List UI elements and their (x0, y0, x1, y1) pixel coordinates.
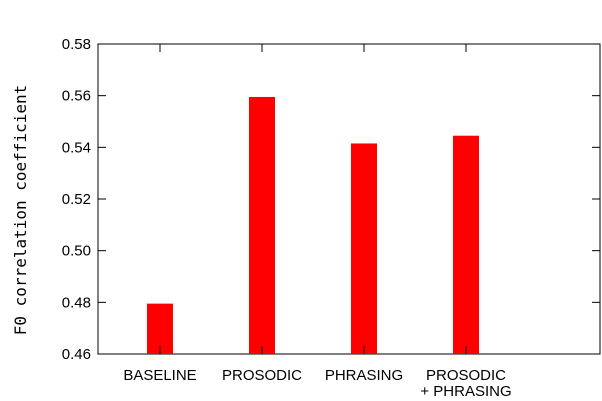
bar (453, 135, 479, 354)
y-axis-title: F0 correlation coefficient (11, 85, 30, 335)
y-tick-label: 0.50 (62, 243, 91, 260)
x-tick-label: PROSODIC (426, 367, 506, 384)
bar (147, 303, 173, 354)
plot-border (97, 43, 601, 355)
bar (249, 96, 275, 354)
y-axis: 0.46 0.48 0.50 0.52 0.54 0.56 0.58 (62, 36, 600, 363)
bars (147, 96, 479, 354)
x-tick-label: PHRASING (325, 367, 403, 384)
y-tick-label: 0.48 (62, 294, 91, 311)
x-tick-label: PROSODIC (222, 367, 302, 384)
x-axis: BASELINE PROSODIC PHRASING PROSODIC+ PHRASI… (123, 44, 512, 400)
y-tick-label: 0.54 (62, 139, 91, 156)
x-tick-label: + PHRASING (420, 383, 511, 400)
x-tick-label: BASELINE (123, 367, 196, 384)
y-tick-label: 0.58 (62, 36, 91, 53)
y-tick-label: 0.52 (62, 191, 91, 208)
plot-frame (97, 43, 601, 355)
y-tick-label: 0.56 (62, 88, 91, 105)
bar (351, 143, 377, 354)
y-tick-label: 0.46 (62, 346, 91, 363)
